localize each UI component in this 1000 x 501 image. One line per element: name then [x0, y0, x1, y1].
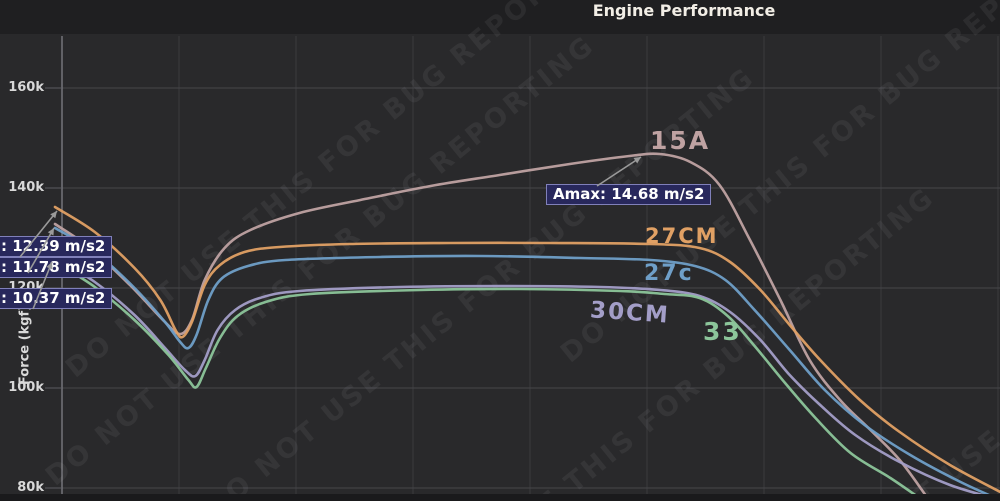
series-curve-30CM[interactable]: [53, 256, 1000, 501]
series-curve-15A[interactable]: [53, 152, 927, 497]
series-label-15A: 15A: [650, 126, 711, 155]
series-curve-27c[interactable]: [53, 226, 1000, 501]
y-tick-label: 100k: [8, 380, 44, 395]
chart-title: Engine Performance: [592, 1, 776, 20]
annotation-left-1[interactable]: : 12.39 m/s2: [0, 236, 113, 257]
annotation-left-2[interactable]: : 11.78 m/s2: [0, 257, 113, 278]
y-tick-label: 160k: [8, 80, 44, 95]
y-tick-label: 80k: [17, 480, 44, 495]
series-label-30CM: 30CM: [589, 297, 671, 329]
series-curve-27CM[interactable]: [53, 205, 1000, 494]
series-label-27CM: 27CM: [645, 224, 719, 248]
annotation-left-3[interactable]: : 10.37 m/s2: [0, 288, 113, 309]
annotation-amax[interactable]: Amax: 14.68 m/s2: [546, 184, 712, 205]
bottom-edge-bar: [0, 494, 1000, 501]
series-label-33: 33: [703, 317, 742, 346]
series-label-27c: 27c: [644, 261, 694, 286]
y-tick-label: 140k: [8, 180, 44, 195]
series-curve-33[interactable]: [53, 260, 921, 500]
title-band: [0, 0, 1000, 34]
